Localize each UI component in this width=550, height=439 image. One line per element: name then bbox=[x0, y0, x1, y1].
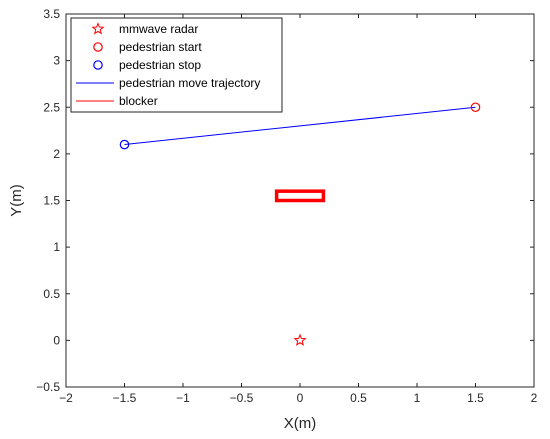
circle-icon bbox=[93, 42, 103, 52]
y-tick-label: 3 bbox=[53, 54, 60, 68]
data-layer bbox=[119, 102, 481, 346]
x-axis-label: X(m) bbox=[284, 415, 317, 432]
blocker-rectangle bbox=[274, 189, 326, 203]
legend-entry-mmwave-radar: mmwave radar bbox=[91, 22, 198, 36]
x-tick-label: −0.5 bbox=[230, 391, 254, 405]
x-tick-label: 2 bbox=[531, 391, 538, 405]
x-tick-label: 1 bbox=[414, 391, 421, 405]
trajectory-line bbox=[124, 106, 476, 146]
x-tick-label: 1.5 bbox=[467, 391, 484, 405]
x-tick-label: 0 bbox=[297, 391, 304, 405]
legend: mmwave radar pedestrian start pedestrian… bbox=[70, 17, 283, 113]
legend-entry-blocker: blocker bbox=[76, 94, 158, 108]
legend-label: blocker bbox=[119, 94, 158, 108]
legend-symbol-star bbox=[91, 22, 105, 35]
y-tick-label: 2 bbox=[53, 147, 60, 161]
y-tick-label: 1 bbox=[53, 240, 60, 254]
y-tick-label: 3.5 bbox=[43, 7, 60, 21]
y-tick-label: 1.5 bbox=[43, 194, 60, 208]
axes bbox=[65, 13, 535, 388]
y-tick-label: −0.5 bbox=[36, 380, 60, 394]
legend-entry-pedestrian-start: pedestrian start bbox=[93, 40, 202, 54]
radar-star-marker bbox=[293, 333, 307, 346]
legend-symbol-circle bbox=[93, 42, 103, 52]
legend-entry-pedestrian-move-trajectory: pedestrian move trajectory bbox=[76, 76, 260, 90]
legend-label: pedestrian stop bbox=[119, 58, 201, 72]
legend-label: mmwave radar bbox=[119, 22, 198, 36]
legend-entry-pedestrian-stop: pedestrian stop bbox=[93, 58, 201, 72]
legend-label: pedestrian move trajectory bbox=[119, 76, 260, 90]
y-tick-label: 2.5 bbox=[43, 100, 60, 114]
legend-label: pedestrian start bbox=[119, 40, 202, 54]
x-tick-label: −2 bbox=[59, 391, 73, 405]
y-axis-label: Y(m) bbox=[8, 184, 25, 217]
y-tick-label: 0.5 bbox=[43, 287, 60, 301]
stop-circle-marker bbox=[119, 139, 130, 150]
x-tick-label: −1 bbox=[176, 391, 190, 405]
star-icon bbox=[91, 22, 105, 35]
legend-symbol-circle bbox=[93, 60, 103, 70]
x-tick-label: −1.5 bbox=[113, 391, 137, 405]
legend-box bbox=[70, 17, 283, 113]
x-tick-label: 0.5 bbox=[350, 391, 367, 405]
start-circle-marker bbox=[470, 102, 481, 113]
tick-labels: −2 −1.5 −1 −0.5 0 0.5 1 1.5 2 −0.5 0 0.5 1 1.5 2 2.5 3 3.… bbox=[36, 7, 537, 405]
y-tick-label: 0 bbox=[53, 333, 60, 347]
circle-icon bbox=[93, 60, 103, 70]
